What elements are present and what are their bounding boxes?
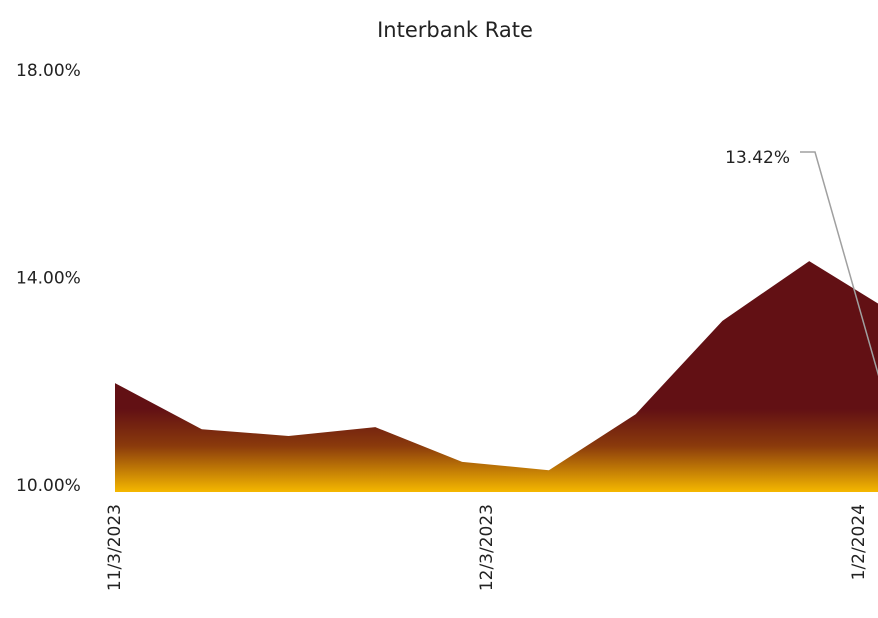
x-tick-label: 12/3/2023 (477, 504, 497, 591)
y-tick-label: 14.00% (16, 269, 81, 289)
area (115, 261, 878, 492)
data-label: 13.42% (725, 148, 790, 168)
y-tick-label: 10.00% (16, 476, 81, 496)
chart-title: Interbank Rate (377, 18, 533, 42)
x-tick-label: 11/3/2023 (105, 504, 125, 591)
leader-line (800, 151, 878, 377)
x-tick-label: 1/2/2024 (849, 504, 869, 580)
plot (115, 151, 878, 492)
y-tick-label: 18.00% (16, 61, 81, 81)
